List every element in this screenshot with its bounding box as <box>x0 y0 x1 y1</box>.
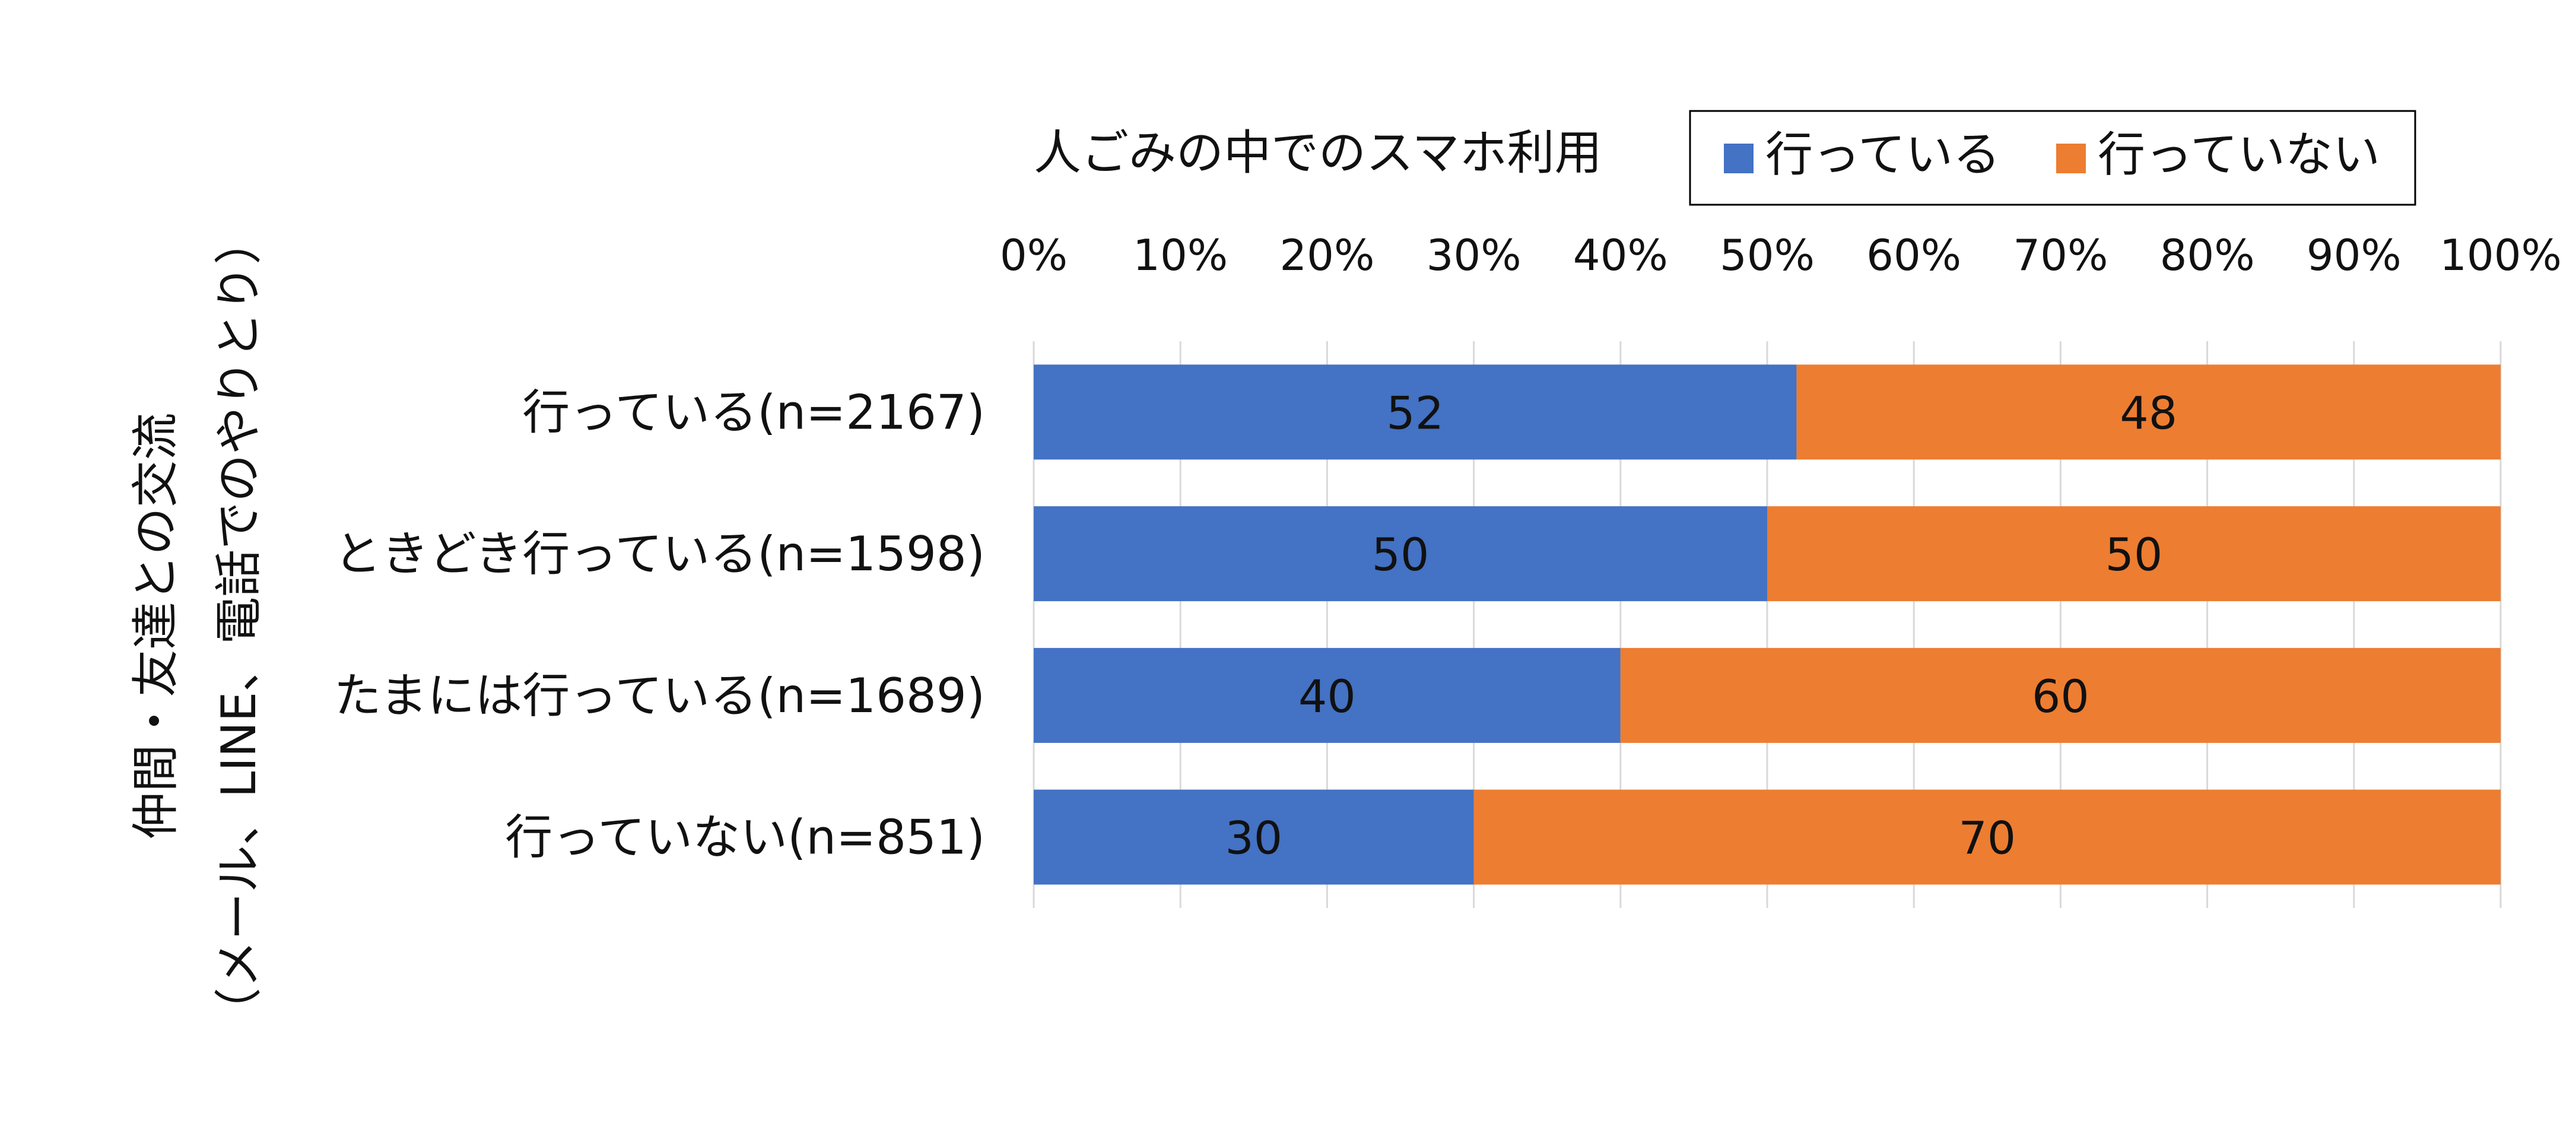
legend-box <box>1689 110 2416 206</box>
legend-swatch <box>2056 144 2086 173</box>
category-label: 行っていない(n=851) <box>505 810 985 865</box>
bar-segment <box>1034 364 1797 460</box>
x-tick-label: 100% <box>2440 230 2562 280</box>
data-label: 70 <box>1958 812 2016 865</box>
data-label: 50 <box>1372 528 1430 581</box>
bar-segment <box>1620 647 2501 743</box>
category-label: たまには行っている(n=1689) <box>334 668 985 723</box>
x-tick-label: 40% <box>1573 230 1668 280</box>
x-tick-label: 10% <box>1133 230 1228 280</box>
bar-segment <box>1767 506 2501 602</box>
bar-segment <box>1034 647 1621 743</box>
x-tick-label: 30% <box>1427 230 1522 280</box>
y-axis-title-line: 仲間・友達との交流 <box>128 412 183 839</box>
y-axis-title-line: （メール、LINE、電話でのやりとり） <box>211 217 266 1036</box>
x-tick-label: 80% <box>2160 230 2255 280</box>
bar-segment <box>1473 789 2501 885</box>
legend-label: 行っていない <box>2098 127 2380 182</box>
x-tick-label: 20% <box>1279 230 1374 280</box>
data-label: 30 <box>1225 812 1282 865</box>
legend-label: 行っている <box>1765 127 2000 182</box>
category-label: ときどき行っている(n=1598) <box>334 526 985 582</box>
data-label: 60 <box>2032 670 2089 723</box>
data-label: 50 <box>2105 528 2163 581</box>
data-label: 40 <box>1298 670 1356 723</box>
bar-segment <box>1034 789 1474 885</box>
x-tick-label: 60% <box>1866 230 1961 280</box>
data-label: 52 <box>1386 386 1444 439</box>
labels: 0% 10% 20% 30% 40% 50% 60% 70% 80% 90% 100% 52 48 行って… <box>128 110 2562 1036</box>
x-tick-label: 0% <box>1000 230 1068 280</box>
x-tick-label: 70% <box>2013 230 2108 280</box>
category-label: 行っている(n=2167) <box>522 385 985 440</box>
legend-title: 人ごみの中でのスマホ利用 <box>1034 125 1602 180</box>
legend-swatch <box>1724 144 1754 173</box>
bar-segment <box>1796 364 2501 460</box>
bars <box>1034 364 2501 885</box>
data-label: 48 <box>2120 386 2177 439</box>
x-tick-label: 50% <box>1720 230 1815 280</box>
bar-segment <box>1034 506 1767 602</box>
x-tick-label: 90% <box>2307 230 2402 280</box>
